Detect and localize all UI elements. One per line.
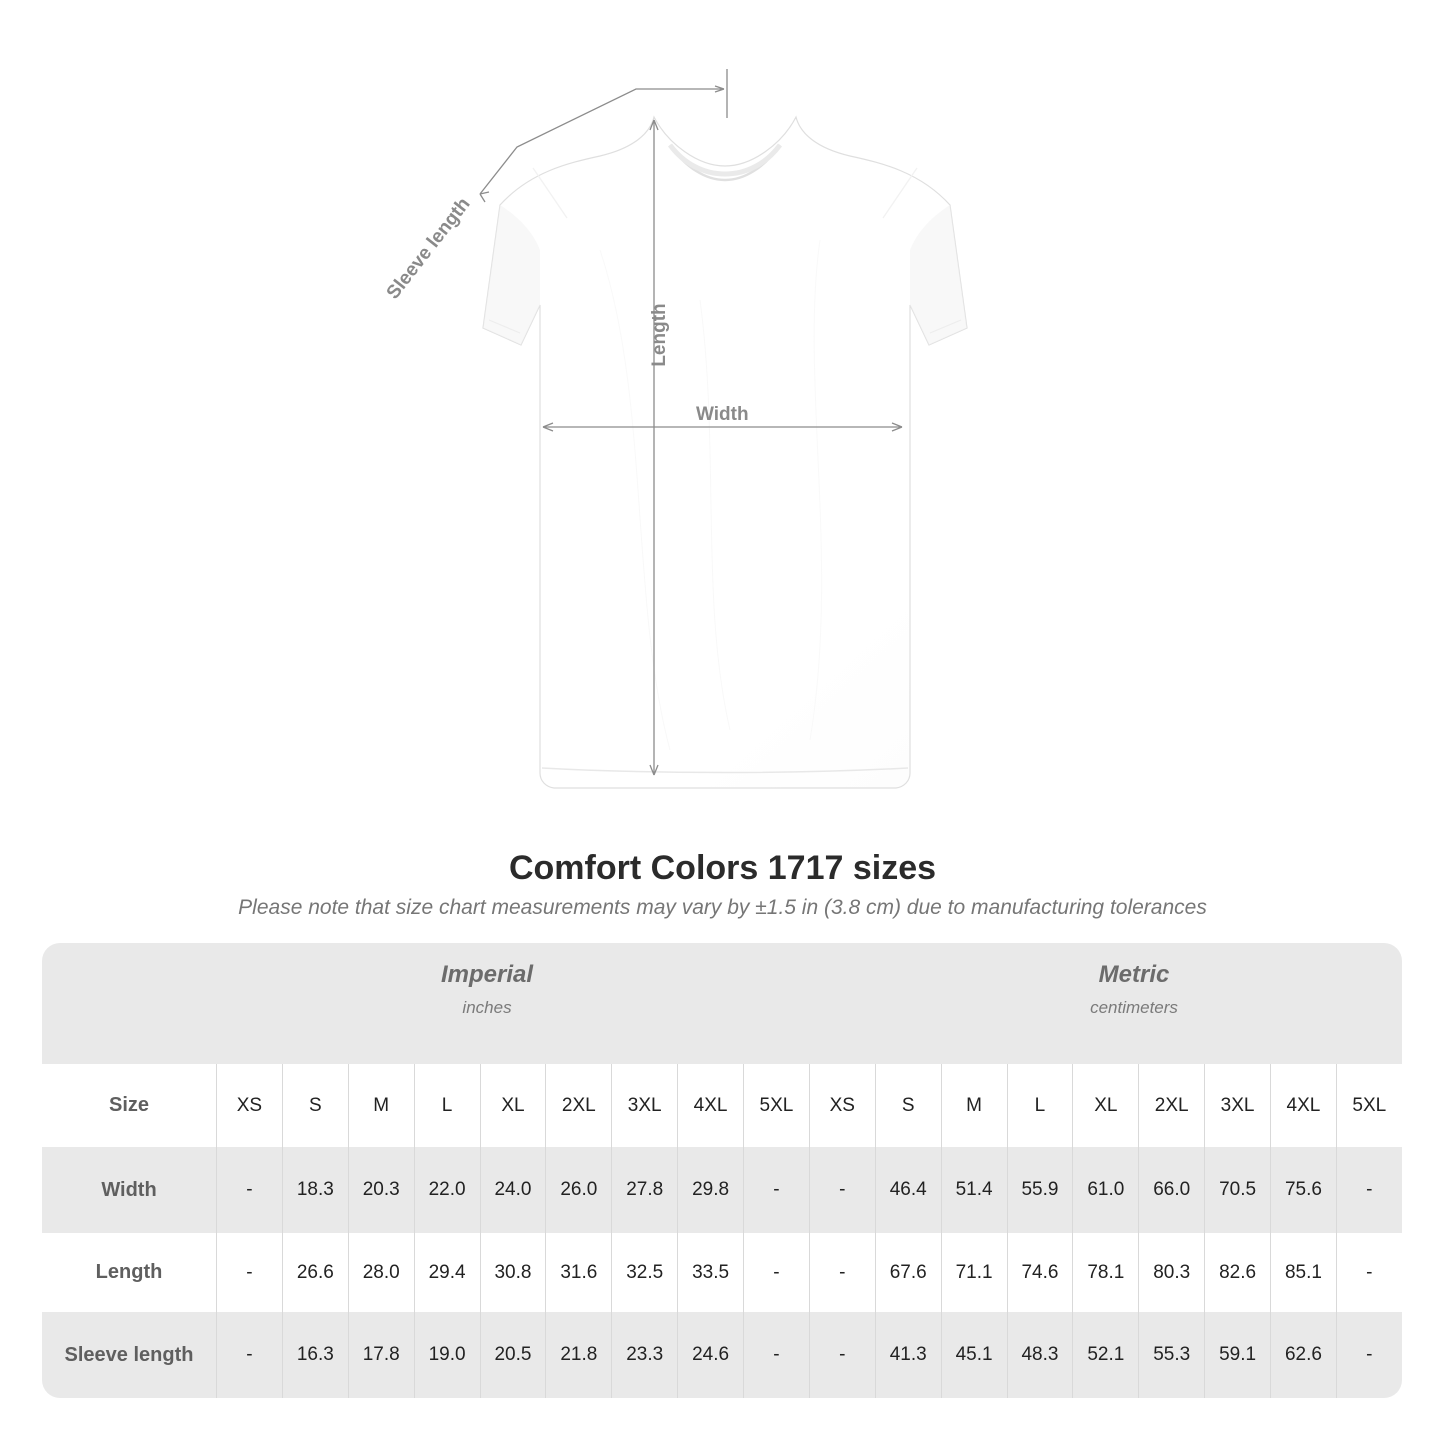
svg-text:Sleeve length: Sleeve length bbox=[383, 194, 475, 303]
svg-text:Length: Length bbox=[649, 303, 670, 366]
svg-text:Width: Width bbox=[696, 404, 749, 425]
